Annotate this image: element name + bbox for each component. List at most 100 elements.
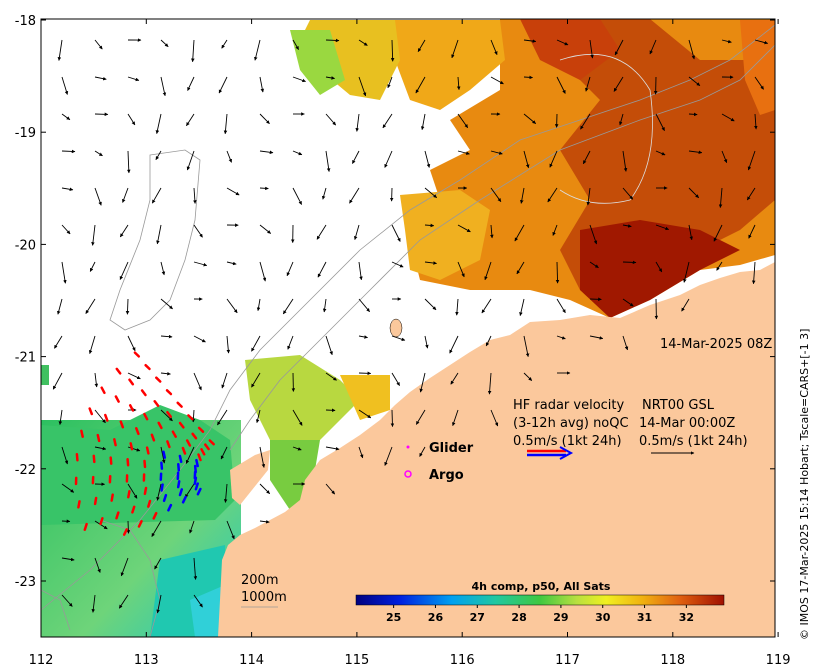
current-vector xyxy=(424,187,437,199)
current-vector xyxy=(614,39,624,56)
current-vector xyxy=(125,298,130,315)
current-vector xyxy=(325,335,333,356)
current-vector xyxy=(490,39,498,56)
hf-vector xyxy=(195,458,199,468)
current-vector xyxy=(655,261,663,273)
current-vector xyxy=(721,150,728,164)
current-vector xyxy=(589,224,598,245)
current-vector xyxy=(619,113,624,126)
current-vector xyxy=(688,187,700,199)
current-vector xyxy=(549,150,558,168)
current-vector xyxy=(127,76,140,82)
current-vector xyxy=(160,298,173,310)
current-vector xyxy=(259,483,271,495)
current-vector xyxy=(391,261,404,268)
current-vector xyxy=(61,483,75,493)
current-vector xyxy=(547,187,558,203)
current-vector xyxy=(160,261,166,276)
isobath-1000-label: 1000m xyxy=(241,590,287,605)
current-vector xyxy=(420,113,426,131)
coast-peninsula xyxy=(230,450,270,505)
hf-vector xyxy=(153,400,160,408)
hf-vector xyxy=(187,414,194,421)
current-vector xyxy=(520,187,525,204)
current-vector xyxy=(94,446,107,451)
lon-tick-label: 113 xyxy=(134,653,159,668)
current-vector xyxy=(716,261,723,271)
hf-vector xyxy=(127,490,131,499)
current-vector xyxy=(119,224,129,238)
current-vector xyxy=(292,150,303,156)
hf-vector xyxy=(77,500,81,509)
hf-vector xyxy=(104,413,109,422)
current-vector xyxy=(746,187,756,201)
current-vector xyxy=(119,261,129,280)
current-vector xyxy=(94,557,101,573)
current-vector xyxy=(160,371,171,376)
current-vector xyxy=(156,483,162,501)
current-vector xyxy=(457,150,470,155)
hf-vector xyxy=(160,461,164,470)
current-vector xyxy=(220,446,228,460)
current-vector xyxy=(721,113,735,122)
current-vector xyxy=(748,224,756,239)
current-vector xyxy=(487,372,492,395)
current-vector xyxy=(384,446,393,466)
current-vector xyxy=(713,224,723,242)
current-vector xyxy=(688,39,696,60)
current-vector xyxy=(127,446,141,452)
current-vector xyxy=(455,298,459,316)
credit-text: © IMOS 17-Mar-2025 15:14 Hobart; Tscale=… xyxy=(798,329,811,640)
current-vector xyxy=(61,594,73,607)
hf-vector xyxy=(166,410,172,418)
current-vector xyxy=(193,557,198,580)
current-vector xyxy=(127,483,138,499)
current-vector xyxy=(325,150,331,172)
hf-vector xyxy=(100,386,106,395)
current-vector xyxy=(555,261,560,284)
current-vector xyxy=(292,409,303,426)
colorbar-tick-label: 32 xyxy=(679,611,694,624)
current-vector xyxy=(353,224,360,240)
current-vector xyxy=(391,224,401,242)
lat-tick-label: -22 xyxy=(15,463,36,478)
current-vector xyxy=(187,76,195,91)
hf-vector xyxy=(181,446,187,455)
hf-line1-left: HF radar velocity xyxy=(513,398,625,413)
current-vector xyxy=(218,76,228,94)
island xyxy=(389,318,403,338)
current-vector xyxy=(754,113,758,130)
current-vector xyxy=(226,261,237,266)
hf-vector xyxy=(160,483,164,492)
current-vector xyxy=(754,76,764,90)
current-vector xyxy=(226,520,235,540)
current-vector xyxy=(160,39,169,48)
current-vector xyxy=(523,75,533,80)
hf-vector xyxy=(110,493,114,502)
current-vector xyxy=(292,76,306,83)
colorbar-title: 4h comp, p50, All Sats xyxy=(472,580,611,593)
hf-vector xyxy=(208,439,215,446)
current-vector xyxy=(259,520,270,524)
hf-line2-right: 14-Mar 00:00Z xyxy=(639,416,735,431)
hf-vector xyxy=(75,452,79,462)
current-vector xyxy=(457,261,465,278)
current-vector xyxy=(259,224,271,234)
current-vector xyxy=(556,335,566,340)
platform-legend: Glider Argo xyxy=(404,441,474,483)
current-vector xyxy=(349,187,360,204)
hf-vector xyxy=(126,458,130,467)
lat-tick-label: -18 xyxy=(15,14,36,29)
argo-marker xyxy=(404,470,412,478)
colorbar-tick-label: 29 xyxy=(553,611,568,624)
current-vector xyxy=(523,372,533,381)
hf-vector xyxy=(147,499,152,508)
current-vector xyxy=(189,520,195,534)
current-vector xyxy=(61,76,69,95)
current-vector xyxy=(256,298,261,312)
current-vector xyxy=(688,112,698,117)
current-vector xyxy=(655,113,665,132)
current-vector xyxy=(282,298,294,315)
current-vector xyxy=(61,113,71,121)
current-vector xyxy=(556,76,566,94)
